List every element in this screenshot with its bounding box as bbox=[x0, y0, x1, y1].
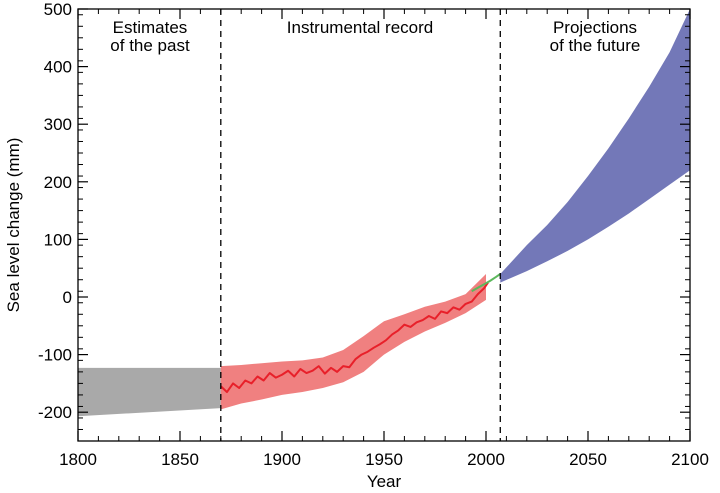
section-label-past-line-1: Estimates bbox=[113, 18, 188, 37]
x-axis-title: Year bbox=[367, 472, 402, 491]
series-layer bbox=[78, 9, 690, 417]
record-band-area bbox=[220, 273, 487, 410]
section-label-past: Estimates of the past bbox=[110, 18, 190, 55]
section-label-future-line-2: of the future bbox=[550, 36, 641, 55]
y-tick-label: 200 bbox=[44, 173, 72, 192]
y-tick-label: 500 bbox=[44, 0, 72, 19]
section-label-record: Instrumental record bbox=[287, 18, 433, 37]
y-tick-label: 100 bbox=[44, 230, 72, 249]
section-label-record-line-1: Instrumental record bbox=[287, 18, 433, 37]
past-band-area bbox=[78, 367, 221, 417]
y-tick-label: -200 bbox=[38, 403, 72, 422]
satellite-line-series bbox=[471, 273, 501, 293]
y-tick-label: -100 bbox=[38, 346, 72, 365]
ticks-layer: 1800 1850 1900 1950 2000 2050 2100 -200 -100 0 100… bbox=[38, 0, 709, 469]
x-tick-label: 2100 bbox=[671, 450, 709, 469]
y-tick-label: 400 bbox=[44, 58, 72, 77]
x-tick-label: 1800 bbox=[59, 450, 97, 469]
x-tick-label: 2000 bbox=[467, 450, 505, 469]
x-tick-label: 1900 bbox=[263, 450, 301, 469]
y-axis-title: Sea level change (mm) bbox=[4, 138, 23, 313]
x-tick-label: 1950 bbox=[365, 450, 403, 469]
x-tick-label: 1850 bbox=[161, 450, 199, 469]
record-line-series bbox=[220, 282, 489, 394]
y-tick-label: 0 bbox=[63, 288, 72, 307]
x-tick-label: 2050 bbox=[569, 450, 607, 469]
section-label-past-line-2: of the past bbox=[110, 36, 190, 55]
section-label-future-line-1: Projections bbox=[553, 18, 637, 37]
section-label-future: Projections of the future bbox=[550, 18, 641, 55]
divider-layer bbox=[220, 9, 501, 441]
projection-band-area bbox=[500, 9, 690, 283]
y-tick-label: 300 bbox=[44, 115, 72, 134]
